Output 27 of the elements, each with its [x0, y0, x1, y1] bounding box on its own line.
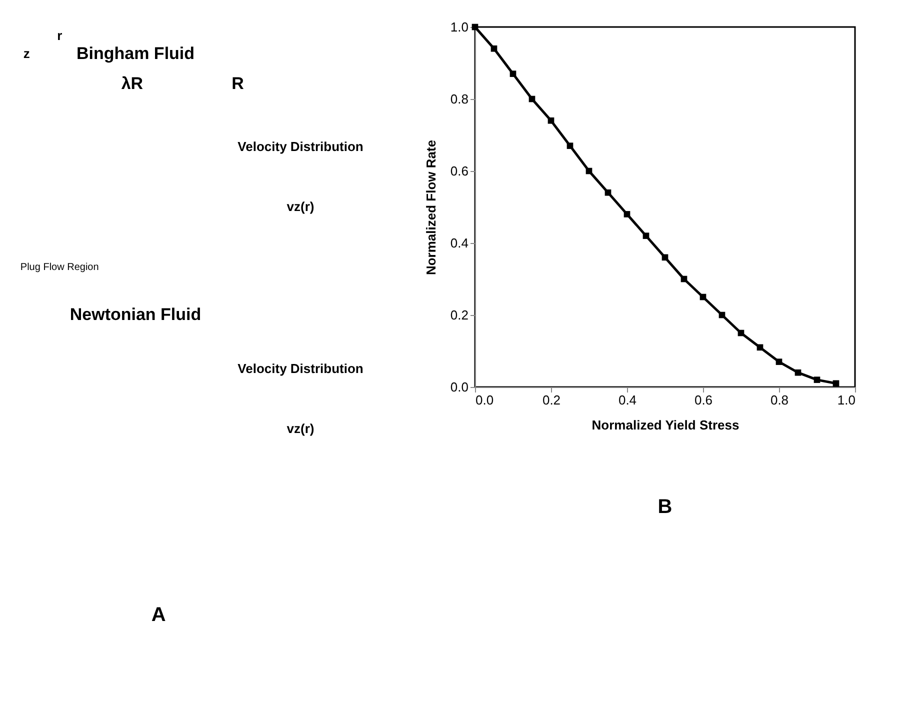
y-tick-label: 0.0 — [450, 380, 468, 394]
text: λR — [121, 74, 144, 93]
x-axis-title: Normalized Yield Stress — [592, 418, 740, 432]
y-tick-label: 1.0 — [450, 20, 468, 34]
y-tick-label: 0.6 — [450, 164, 468, 178]
y-tick-label: 0.4 — [450, 236, 468, 250]
text: r — [57, 28, 62, 43]
text: A — [151, 604, 166, 626]
text: Plug Flow Region — [20, 262, 99, 273]
text: vz(r) — [286, 199, 314, 214]
text: R — [232, 74, 244, 93]
y-tick-label: 0.2 — [450, 308, 468, 322]
x-tick-label: 0.6 — [694, 392, 713, 408]
text: Bingham Fluid — [76, 44, 195, 63]
x-tick-label: 0.0 — [476, 392, 494, 408]
x-tick-label: 0.4 — [618, 392, 637, 408]
text: Velocity Distribution — [238, 139, 364, 154]
text: Velocity Distribution — [238, 361, 364, 376]
y-axis-title: Normalized Flow Rate — [423, 140, 438, 276]
text: vz(r) — [286, 421, 314, 436]
text: Newtonian Fluid — [70, 305, 202, 324]
x-tick-label: 1.0 — [837, 392, 856, 408]
x-tick-label: 0.2 — [542, 392, 561, 408]
text: B — [658, 496, 672, 518]
x-tick-label: 0.8 — [770, 392, 789, 408]
y-tick-label: 0.8 — [450, 92, 468, 106]
text: z — [23, 46, 30, 61]
